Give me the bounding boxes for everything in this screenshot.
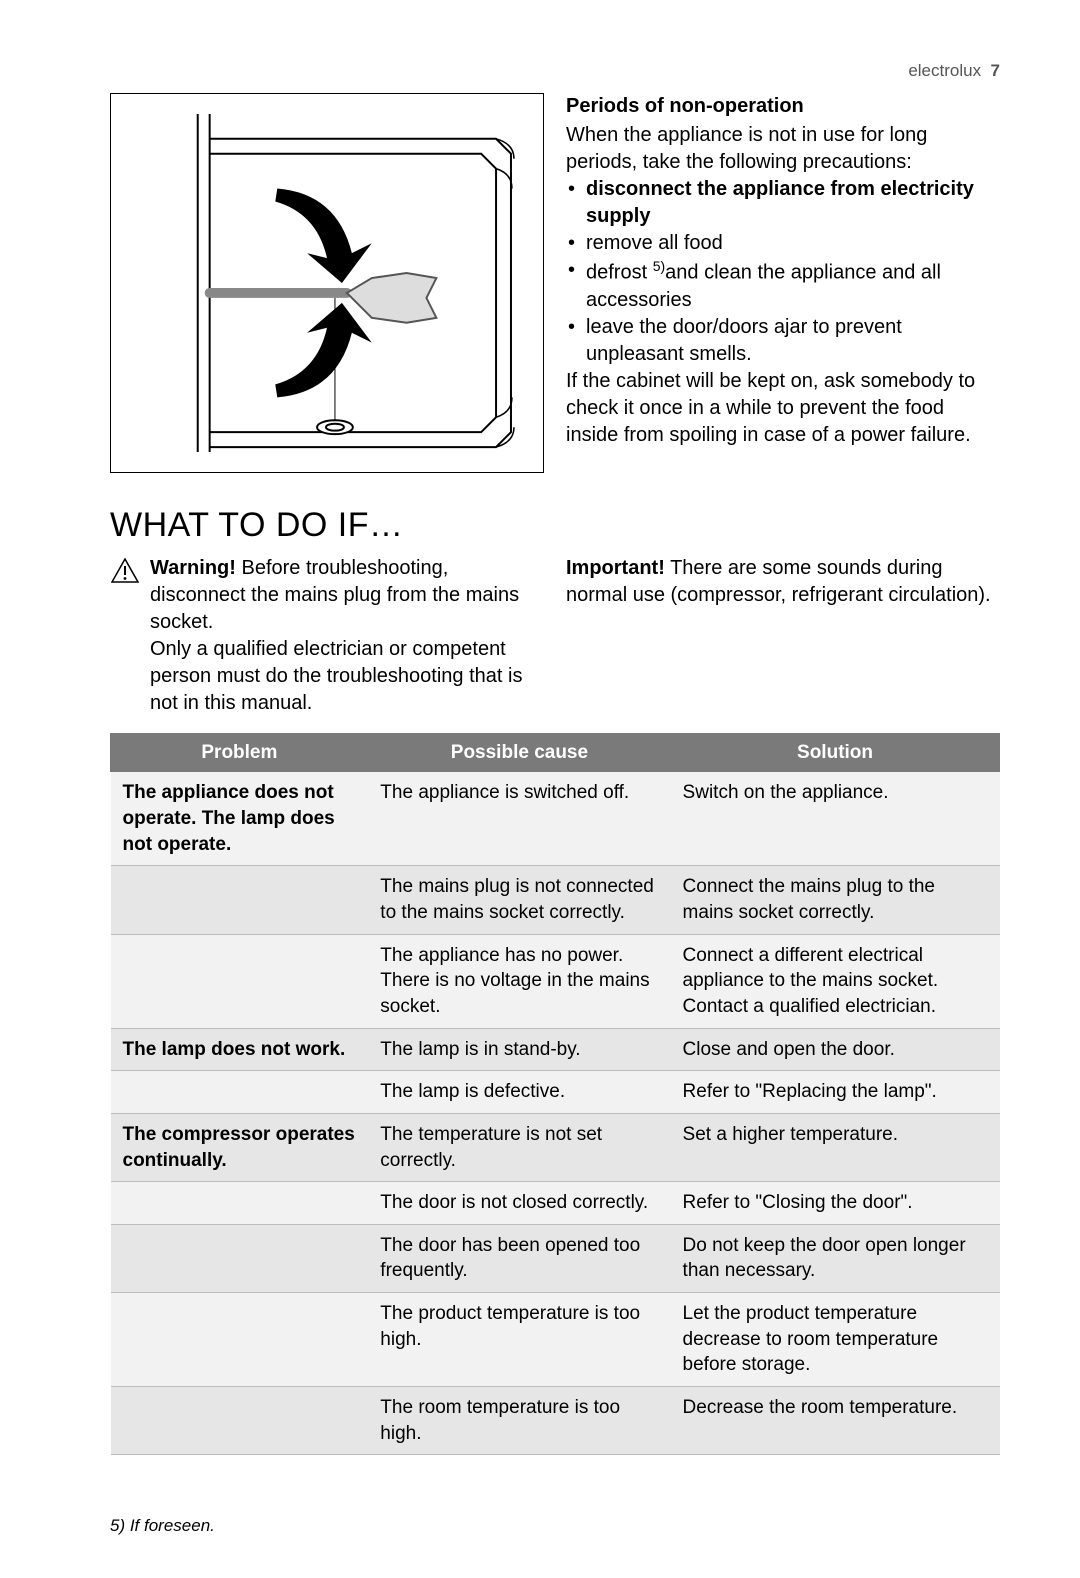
table-header-row: Problem Possible cause Solution <box>111 733 1000 772</box>
cell-solution: Decrease the room temperature. <box>671 1387 1000 1455</box>
header-problem: Problem <box>111 733 369 772</box>
list-item: leave the door/doors ajar to prevent unp… <box>566 314 1000 368</box>
important-label: Important! <box>566 557 665 579</box>
bullet-bold: disconnect the appliance from electricit… <box>586 178 974 227</box>
cell-problem <box>111 934 369 1028</box>
section-title: WHAT TO DO IF… <box>110 503 1000 549</box>
cell-cause: The temperature is not set correctly. <box>368 1113 670 1181</box>
header-cause: Possible cause <box>368 733 670 772</box>
cell-cause: The lamp is in stand-by. <box>368 1028 670 1071</box>
troubleshooting-table: Problem Possible cause Solution The appl… <box>110 733 1000 1455</box>
cell-problem <box>111 1224 369 1292</box>
table-row: The door is not closed correctly.Refer t… <box>111 1182 1000 1225</box>
cell-solution: Close and open the door. <box>671 1028 1000 1071</box>
table-row: The compressor operates continually.The … <box>111 1113 1000 1181</box>
bullet-pre: defrost <box>586 262 653 284</box>
cell-cause: The mains plug is not connected to the m… <box>368 866 670 934</box>
non-operation-outro: If the cabinet will be kept on, ask some… <box>566 368 1000 449</box>
cell-cause: The appliance is switched off. <box>368 772 670 866</box>
list-item: defrost 5)and clean the appliance and al… <box>566 257 1000 314</box>
cell-solution: Switch on the appliance. <box>671 772 1000 866</box>
table-row: The lamp does not work.The lamp is in st… <box>111 1028 1000 1071</box>
important-column: Important! There are some sounds during … <box>566 555 1000 717</box>
cell-cause: The appliance has no power. There is no … <box>368 934 670 1028</box>
non-operation-column: Periods of non-operation When the applia… <box>566 93 1000 473</box>
cell-solution: Refer to "Closing the door". <box>671 1182 1000 1225</box>
cell-problem <box>111 1182 369 1225</box>
non-operation-heading: Periods of non-operation <box>566 93 1000 120</box>
warning-line-1: Warning! Before troubleshooting, disconn… <box>150 555 544 636</box>
cell-cause: The door has been opened too frequently. <box>368 1224 670 1292</box>
cell-cause: The door is not closed correctly. <box>368 1182 670 1225</box>
cell-solution: Let the product temperature decrease to … <box>671 1293 1000 1387</box>
list-item: disconnect the appliance from electricit… <box>566 176 1000 230</box>
brand-label: electrolux <box>908 61 981 80</box>
table-row: The room temperature is too high.Decreas… <box>111 1387 1000 1455</box>
cell-cause: The product temperature is too high. <box>368 1293 670 1387</box>
illustration-column <box>110 93 544 473</box>
cell-solution: Connect the mains plug to the mains sock… <box>671 866 1000 934</box>
cell-problem <box>111 1293 369 1387</box>
list-item: remove all food <box>566 230 1000 257</box>
warning-label: Warning! <box>150 557 236 579</box>
warning-row: Warning! Before troubleshooting, disconn… <box>110 555 1000 717</box>
table-row: The appliance has no power. There is no … <box>111 934 1000 1028</box>
cell-problem <box>111 866 369 934</box>
cell-problem: The lamp does not work. <box>111 1028 369 1071</box>
cell-problem <box>111 1387 369 1455</box>
table-row: The appliance does not operate. The lamp… <box>111 772 1000 866</box>
important-text-block: Important! There are some sounds during … <box>566 555 1000 609</box>
bullet-sup: 5) <box>653 258 665 274</box>
cell-solution: Refer to "Replacing the lamp". <box>671 1071 1000 1114</box>
cell-solution: Connect a different electrical appliance… <box>671 934 1000 1028</box>
table-row: The lamp is defective.Refer to "Replacin… <box>111 1071 1000 1114</box>
warning-column: Warning! Before troubleshooting, disconn… <box>110 555 544 717</box>
cell-solution: Set a higher temperature. <box>671 1113 1000 1181</box>
header-solution: Solution <box>671 733 1000 772</box>
drain-illustration-svg <box>121 104 533 462</box>
table-row: The door has been opened too frequently.… <box>111 1224 1000 1292</box>
cell-cause: The lamp is defective. <box>368 1071 670 1114</box>
cell-problem: The compressor operates continually. <box>111 1113 369 1181</box>
page-header: electrolux 7 <box>110 60 1000 83</box>
cell-cause: The room temperature is too high. <box>368 1387 670 1455</box>
cell-problem: The appliance does not operate. The lamp… <box>111 772 369 866</box>
top-row: Periods of non-operation When the applia… <box>110 93 1000 473</box>
non-operation-intro: When the appliance is not in use for lon… <box>566 122 1000 176</box>
cell-problem <box>111 1071 369 1114</box>
cell-solution: Do not keep the door open longer than ne… <box>671 1224 1000 1292</box>
table-row: The product temperature is too high.Let … <box>111 1293 1000 1387</box>
warning-icon <box>110 555 140 717</box>
footnote: 5) If foreseen. <box>110 1515 1000 1538</box>
warning-text-block: Warning! Before troubleshooting, disconn… <box>150 555 544 717</box>
page-number: 7 <box>991 61 1000 80</box>
non-operation-list: disconnect the appliance from electricit… <box>566 176 1000 368</box>
drain-illustration <box>110 93 544 473</box>
table-row: The mains plug is not connected to the m… <box>111 866 1000 934</box>
warning-line-2: Only a qualified electrician or competen… <box>150 636 544 717</box>
